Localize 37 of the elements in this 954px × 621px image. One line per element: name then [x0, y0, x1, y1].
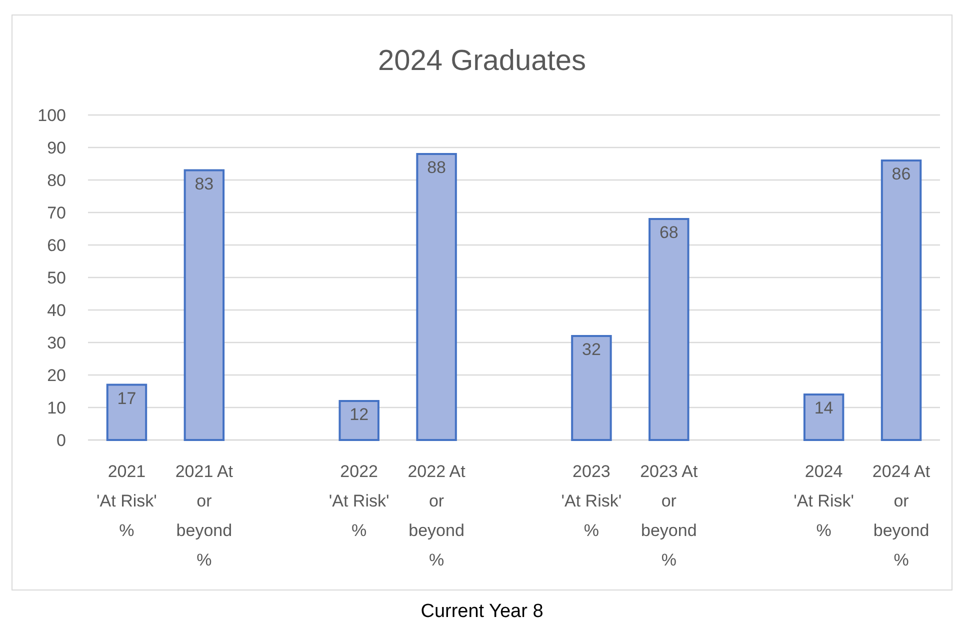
y-tick-label: 60 — [47, 236, 66, 255]
x-tick-label: 2021 'At Risk' % — [96, 462, 157, 540]
data-label: 68 — [659, 223, 678, 242]
bar — [648, 218, 690, 441]
data-label: 14 — [814, 398, 834, 418]
x-tick-label: 2022 'At Risk' % — [328, 462, 390, 540]
x-tick-label: 2021 At or beyond % — [175, 462, 234, 570]
x-tick-label: 2024 'At Risk' % — [794, 462, 854, 540]
bar — [184, 169, 225, 441]
chart-title: 2024 Graduates — [378, 45, 586, 77]
data-label: 17 — [117, 388, 136, 408]
y-tick-label: 40 — [47, 301, 66, 320]
y-tick-label: 20 — [47, 366, 66, 385]
y-tick-label: 10 — [47, 398, 66, 418]
data-label: 83 — [194, 174, 214, 194]
x-tick-label: 2023 'At Risk' % — [561, 462, 622, 540]
x-tick-label: 2022 At or beyond % — [408, 462, 466, 570]
text: Current Year 8 — [420, 601, 544, 621]
y-tick-label: 30 — [47, 334, 66, 352]
data-label: 86 — [892, 164, 911, 184]
bar — [416, 153, 457, 441]
bar — [338, 400, 380, 441]
y-tick-label: 0 — [56, 431, 66, 450]
y-tick-label: 80 — [47, 171, 66, 190]
y-tick-label: 50 — [47, 268, 66, 288]
data-label: 88 — [427, 158, 446, 177]
y-tick-label: 70 — [47, 204, 66, 222]
bar — [880, 160, 922, 441]
bar — [803, 394, 844, 441]
x-tick-label: 2023 At or beyond % — [640, 462, 698, 570]
bar — [571, 335, 612, 441]
x-tick-label: 2024 At or beyond % — [872, 462, 930, 570]
y-tick-label: 100 — [38, 106, 66, 125]
data-label: 12 — [350, 405, 369, 424]
data-label: 32 — [582, 340, 601, 359]
y-tick-label: 90 — [47, 138, 66, 158]
bar — [106, 384, 148, 441]
